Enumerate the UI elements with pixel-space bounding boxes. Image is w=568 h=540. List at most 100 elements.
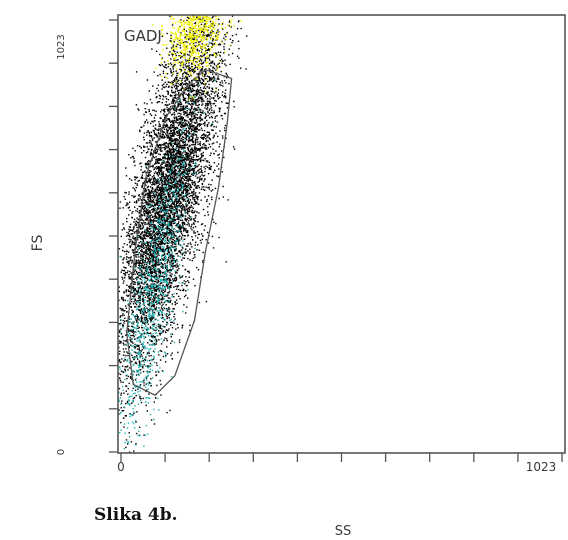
event-point bbox=[136, 183, 138, 185]
event-point bbox=[132, 235, 134, 237]
event-point bbox=[187, 179, 190, 182]
event-point bbox=[149, 165, 151, 168]
event-point bbox=[186, 83, 189, 85]
event-point bbox=[179, 164, 181, 166]
event-point bbox=[138, 344, 140, 347]
event-point bbox=[126, 284, 128, 286]
event-point bbox=[147, 214, 149, 216]
event-point bbox=[197, 148, 199, 150]
event-point bbox=[187, 122, 190, 124]
event-point bbox=[169, 106, 172, 108]
event-point bbox=[180, 152, 182, 155]
event-point bbox=[187, 210, 190, 213]
event-dots bbox=[118, 15, 248, 454]
event-point bbox=[211, 179, 213, 181]
event-point bbox=[178, 209, 180, 211]
event-point bbox=[170, 245, 172, 247]
event-point bbox=[120, 370, 123, 372]
event-point bbox=[193, 197, 195, 199]
event-point bbox=[150, 201, 152, 203]
event-point bbox=[157, 281, 159, 283]
event-point bbox=[149, 98, 152, 101]
event-point bbox=[173, 140, 175, 142]
event-point bbox=[144, 311, 146, 313]
event-point bbox=[128, 241, 131, 244]
event-point bbox=[218, 110, 221, 113]
event-point bbox=[180, 173, 182, 176]
event-point bbox=[166, 47, 168, 49]
event-point bbox=[140, 290, 142, 293]
event-point bbox=[143, 220, 145, 222]
event-point bbox=[195, 166, 197, 169]
event-point bbox=[195, 192, 197, 194]
event-point bbox=[202, 154, 204, 157]
event-point bbox=[139, 312, 142, 315]
event-point bbox=[149, 233, 151, 235]
event-point bbox=[156, 199, 158, 201]
event-point bbox=[154, 171, 157, 173]
event-point bbox=[174, 105, 176, 108]
event-point bbox=[186, 211, 189, 213]
event-point bbox=[188, 128, 191, 130]
event-point bbox=[145, 208, 148, 210]
event-point bbox=[194, 93, 196, 96]
event-point bbox=[163, 83, 165, 85]
event-point bbox=[190, 186, 193, 189]
event-point bbox=[167, 147, 169, 149]
event-point bbox=[208, 122, 210, 124]
event-point bbox=[171, 113, 174, 115]
event-point bbox=[158, 212, 160, 214]
event-point bbox=[138, 360, 141, 362]
event-point bbox=[229, 38, 232, 40]
event-point bbox=[148, 179, 150, 182]
event-point bbox=[152, 121, 154, 123]
event-point bbox=[138, 326, 140, 329]
event-point bbox=[209, 103, 212, 105]
event-point bbox=[119, 373, 122, 376]
event-point bbox=[184, 68, 186, 71]
event-point bbox=[135, 352, 137, 354]
event-point bbox=[135, 265, 137, 267]
event-point bbox=[138, 205, 140, 208]
event-point bbox=[209, 154, 211, 157]
event-point bbox=[188, 113, 190, 115]
event-point bbox=[136, 337, 139, 339]
event-point bbox=[149, 326, 152, 328]
event-point bbox=[194, 159, 196, 161]
event-point bbox=[171, 233, 174, 235]
event-point bbox=[174, 176, 176, 178]
event-point bbox=[145, 272, 148, 274]
event-point bbox=[188, 272, 190, 274]
event-point bbox=[131, 229, 133, 231]
event-point bbox=[175, 152, 177, 155]
event-point bbox=[208, 188, 211, 190]
event-point bbox=[173, 41, 175, 43]
event-point bbox=[225, 89, 227, 91]
event-point bbox=[168, 311, 171, 313]
event-point bbox=[169, 263, 171, 265]
event-point bbox=[183, 238, 186, 240]
event-point bbox=[150, 212, 152, 214]
event-point bbox=[177, 82, 179, 85]
event-point bbox=[188, 50, 191, 53]
event-point bbox=[173, 279, 176, 282]
event-point bbox=[192, 129, 195, 132]
event-point bbox=[188, 176, 190, 178]
event-point bbox=[188, 80, 190, 83]
event-point bbox=[171, 265, 173, 267]
event-point bbox=[190, 219, 192, 221]
event-point bbox=[176, 259, 178, 261]
event-point bbox=[158, 327, 161, 329]
event-point bbox=[141, 293, 143, 295]
event-point bbox=[149, 362, 152, 365]
event-point bbox=[196, 231, 199, 233]
event-point bbox=[174, 250, 176, 252]
event-point bbox=[157, 175, 160, 177]
event-point bbox=[191, 144, 193, 146]
event-point bbox=[219, 81, 221, 84]
event-point bbox=[186, 218, 188, 221]
event-point bbox=[167, 244, 169, 247]
event-point bbox=[193, 94, 195, 97]
event-point bbox=[162, 214, 165, 217]
event-point bbox=[169, 287, 171, 289]
